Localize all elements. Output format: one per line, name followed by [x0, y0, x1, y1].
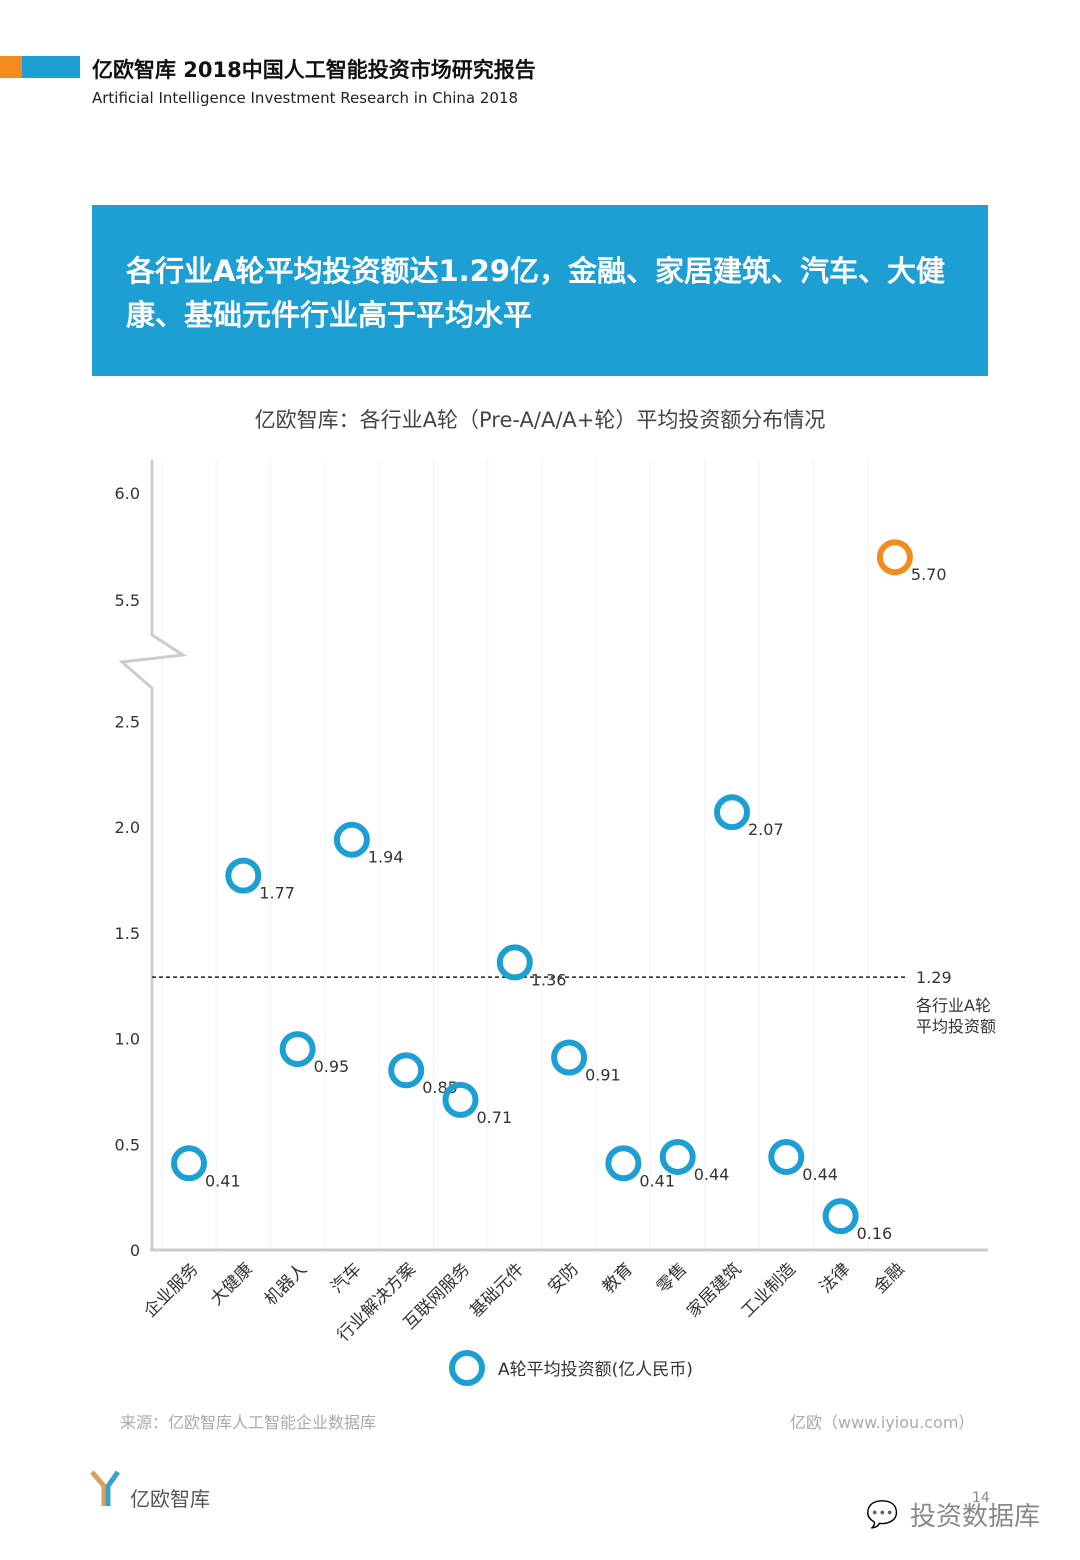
data-point — [605, 1145, 642, 1182]
chart-title: 亿欧智库：各行业A轮（Pre-A/A/A+轮）平均投资额分布情况 — [254, 408, 826, 432]
average-label: 平均投资额 — [916, 1017, 996, 1036]
y-tick-label: 5.5 — [115, 591, 140, 610]
x-tick-label: 金融 — [870, 1259, 908, 1297]
y-tick-label: 0 — [130, 1241, 140, 1260]
data-label: 1.36 — [531, 970, 567, 989]
y-tick-label: 1.5 — [115, 924, 140, 943]
x-tick-label: 基础元件 — [466, 1259, 528, 1321]
data-point — [768, 1138, 805, 1175]
legend-marker — [449, 1350, 485, 1386]
x-tick-label: 企业服务 — [140, 1259, 202, 1321]
x-tick-label: 汽车 — [327, 1259, 365, 1297]
x-tick-label: 安防 — [544, 1259, 582, 1297]
watermark: 投资数据库 — [910, 1502, 1041, 1532]
data-label: 0.16 — [857, 1224, 893, 1243]
data-label: 0.41 — [639, 1171, 675, 1190]
x-tick-label: 工业制造 — [738, 1259, 800, 1321]
data-point — [171, 1145, 207, 1182]
data-point — [551, 1039, 588, 1076]
data-label: 0.71 — [477, 1108, 513, 1127]
data-label: 5.70 — [911, 565, 947, 584]
y-tick-label: 0.5 — [115, 1135, 140, 1154]
report-title: 亿欧智库 2018中国人工智能投资市场研究报告 — [92, 58, 536, 82]
data-point — [333, 821, 370, 858]
logo-text: 亿欧智库 — [130, 1487, 210, 1511]
accent-bar-orange — [0, 56, 22, 78]
data-label: 2.07 — [748, 820, 784, 839]
data-label: 0.91 — [585, 1066, 621, 1085]
legend-label: A轮平均投资额(亿人民币) — [498, 1360, 693, 1380]
y-tick-label: 2.5 — [115, 712, 140, 731]
data-point — [442, 1081, 479, 1118]
wechat-icon: 💬 — [866, 1500, 899, 1530]
data-point — [659, 1138, 696, 1175]
data-label: 0.95 — [314, 1057, 350, 1076]
y-tick-label: 1.0 — [115, 1030, 140, 1049]
site-note: 亿欧（www.iyiou.com） — [790, 1413, 975, 1432]
average-label: 各行业A轮 — [916, 996, 991, 1015]
data-label: 1.77 — [259, 884, 295, 903]
x-tick-label: 零售 — [653, 1259, 691, 1297]
data-label: 0.41 — [205, 1171, 241, 1190]
key-finding-banner: 各行业A轮平均投资额达1.29亿，金融、家居建筑、汽车、大健康、基础元件行业高于… — [92, 205, 988, 376]
data-label: 0.44 — [802, 1165, 838, 1184]
x-tick-label: 大健康 — [207, 1259, 257, 1309]
x-tick-label: 家居建筑 — [683, 1259, 745, 1321]
data-point — [822, 1198, 859, 1235]
data-point — [876, 539, 913, 576]
data-point — [225, 857, 262, 894]
x-tick-label: 法律 — [816, 1259, 854, 1297]
logo-icon — [90, 1470, 121, 1506]
x-tick-label: 教育 — [599, 1259, 637, 1297]
x-tick-label: 机器人 — [261, 1259, 311, 1309]
data-point — [279, 1031, 316, 1068]
data-point — [388, 1052, 425, 1089]
data-label: 1.94 — [368, 848, 404, 867]
y-tick-label: 6.0 — [115, 484, 140, 503]
accent-bar-blue — [22, 56, 80, 78]
source-note: 来源：亿欧智库人工智能企业数据库 — [120, 1413, 377, 1432]
data-point — [714, 794, 750, 831]
banner-text: 各行业A轮平均投资额达1.29亿，金融、家居建筑、汽车、大健康、基础元件行业高于… — [126, 254, 945, 332]
data-label: 0.44 — [694, 1165, 730, 1184]
y-tick-label: 2.0 — [115, 818, 140, 837]
page-number: 14 — [972, 1490, 990, 1506]
y-axis — [118, 460, 188, 1250]
data-point — [496, 944, 533, 981]
average-value-label: 1.29 — [916, 968, 952, 987]
report-subtitle: Artificial Intelligence Investment Resea… — [92, 89, 519, 107]
